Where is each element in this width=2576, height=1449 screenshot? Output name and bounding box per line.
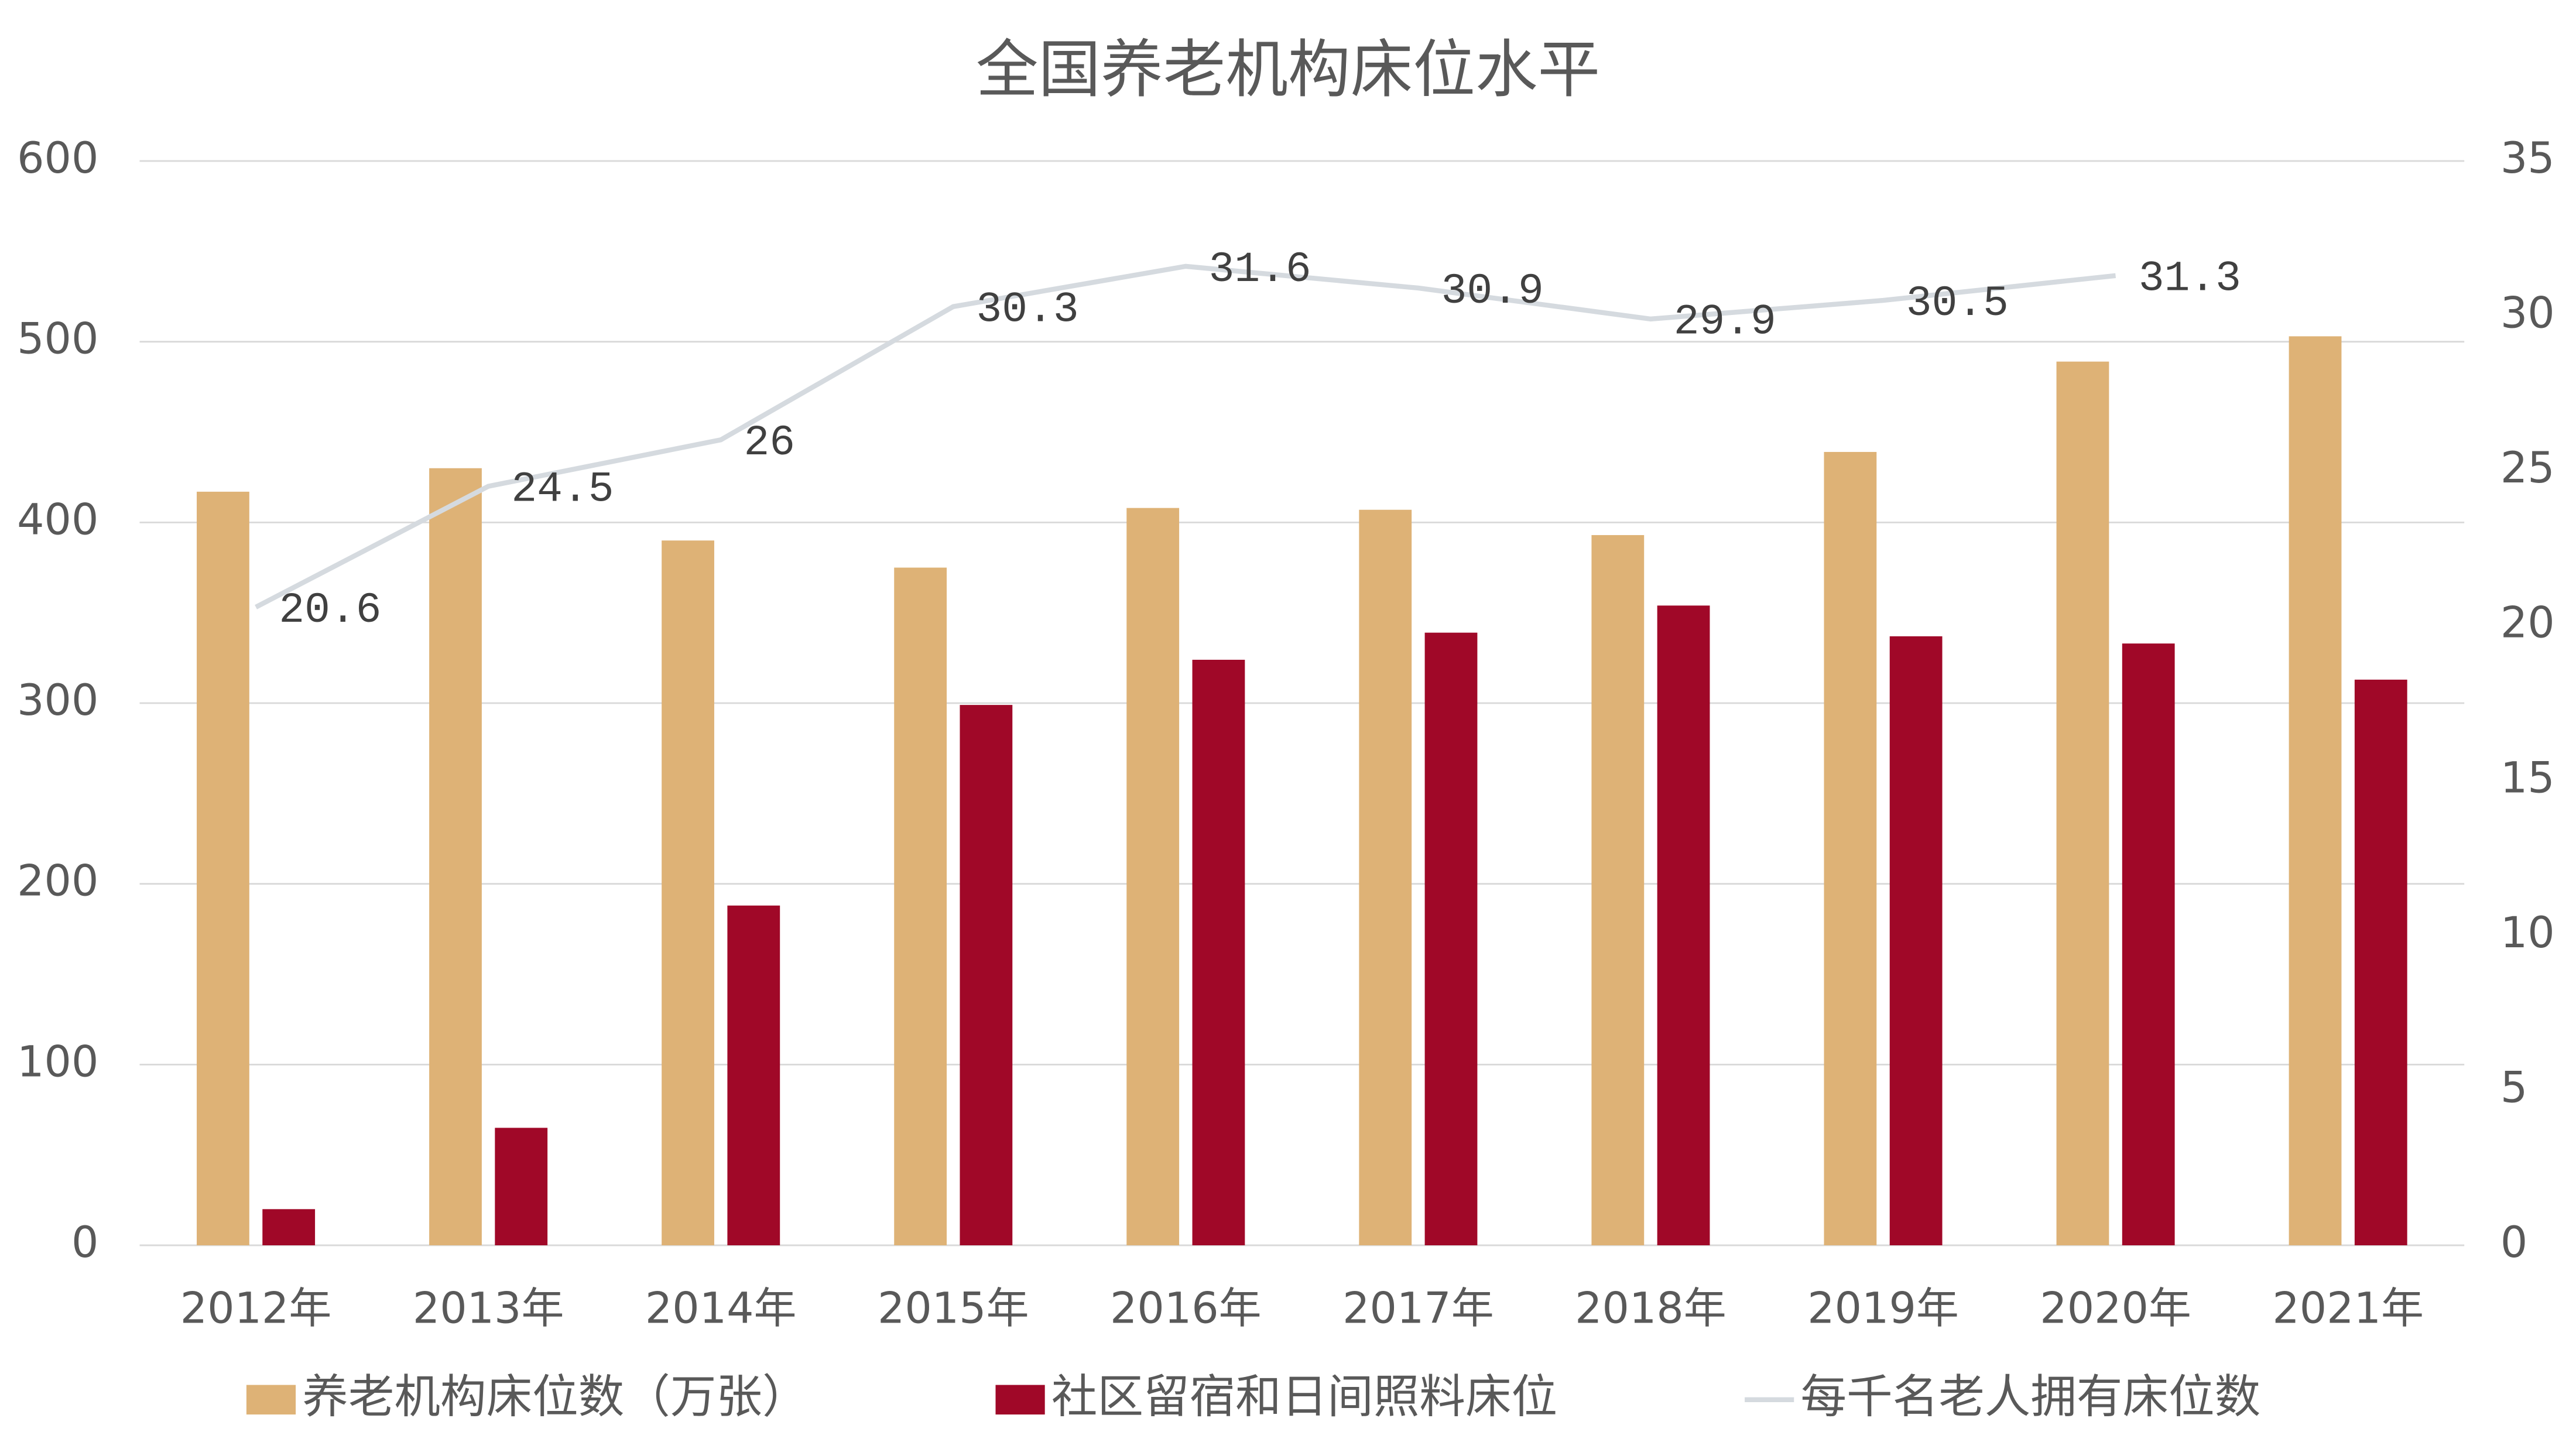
- data-label: 31.6: [1209, 245, 1311, 294]
- y2-tick-label: 15: [2500, 753, 2555, 803]
- bar: [662, 540, 714, 1246]
- y-tick-label: 500: [17, 314, 98, 364]
- x-tick-label: 2017年: [1342, 1283, 1494, 1333]
- y-tick-label: 300: [17, 676, 98, 725]
- data-label: 29.9: [1674, 298, 1776, 347]
- bar: [2122, 643, 2175, 1246]
- y-tick-label: 200: [17, 857, 98, 906]
- data-label: 31.3: [2139, 255, 2241, 303]
- x-tick-label: 2014年: [645, 1283, 797, 1333]
- bar: [1657, 605, 1710, 1246]
- bar: [2289, 336, 2342, 1246]
- y2-tick-label: 25: [2500, 443, 2555, 493]
- y2-tick-label: 10: [2500, 908, 2555, 958]
- bar: [727, 905, 780, 1246]
- y2-tick-label: 5: [2500, 1063, 2527, 1112]
- data-label: 24.5: [511, 465, 614, 513]
- legend-swatch: [995, 1385, 1045, 1415]
- data-label: 30.3: [977, 286, 1079, 334]
- bar: [429, 468, 482, 1246]
- bar: [960, 705, 1013, 1246]
- y2-tick-label: 30: [2500, 289, 2555, 338]
- bar: [495, 1128, 548, 1246]
- y-tick-label: 400: [17, 495, 98, 544]
- y2-tick-label: 0: [2500, 1218, 2527, 1268]
- y2-tick-label: 35: [2500, 133, 2555, 183]
- bar: [1126, 508, 1180, 1246]
- legend-label: 社区留宿和日间照料床位: [1051, 1369, 1557, 1423]
- bar: [1889, 636, 1943, 1246]
- y-tick-label: 600: [17, 133, 98, 183]
- legend-label: 养老机构床位数（万张）: [302, 1369, 808, 1423]
- x-tick-label: 2019年: [1807, 1283, 1959, 1333]
- x-tick-label: 2018年: [1575, 1283, 1727, 1333]
- bar: [2056, 361, 2109, 1246]
- data-label: 30.5: [1906, 279, 2009, 328]
- data-label: 30.9: [1441, 267, 1544, 316]
- bar: [1424, 632, 1478, 1246]
- bar: [1591, 535, 1645, 1246]
- bar: [262, 1209, 316, 1246]
- chart-title: 全国养老机构床位水平: [976, 34, 1600, 107]
- bar: [1359, 509, 1412, 1246]
- bar: [1824, 451, 1877, 1246]
- x-tick-label: 2012年: [180, 1283, 332, 1333]
- x-tick-label: 2021年: [2272, 1283, 2424, 1333]
- y-tick-label: 0: [71, 1218, 98, 1268]
- x-tick-label: 2015年: [878, 1283, 1029, 1333]
- legend-swatch: [246, 1385, 296, 1415]
- x-tick-label: 2020年: [2040, 1283, 2191, 1333]
- bar: [1192, 659, 1245, 1246]
- x-tick-label: 2013年: [413, 1283, 564, 1333]
- bar: [894, 567, 947, 1246]
- y2-tick-label: 20: [2500, 598, 2555, 648]
- data-label: 26: [744, 419, 795, 467]
- bar: [197, 491, 249, 1246]
- line: [255, 263, 2116, 609]
- x-tick-label: 2016年: [1110, 1283, 1262, 1333]
- bar: [2354, 679, 2407, 1246]
- legend-label: 每千名老人拥有床位数: [1801, 1369, 2261, 1423]
- y-tick-label: 100: [17, 1037, 98, 1087]
- data-label: 20.6: [279, 586, 381, 635]
